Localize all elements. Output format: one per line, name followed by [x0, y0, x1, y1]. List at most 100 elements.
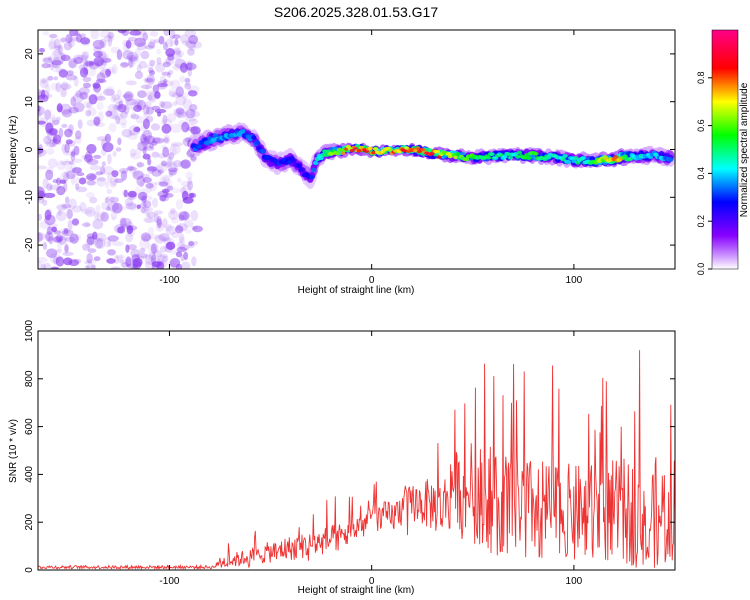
noise-blob [170, 142, 183, 147]
noise-blob [191, 256, 197, 267]
noise-blob [156, 215, 162, 226]
noise-blob [96, 177, 107, 182]
noise-blob [180, 62, 188, 72]
noise-blob [45, 169, 54, 181]
noise-blob [99, 38, 107, 49]
noise-blob [117, 137, 122, 146]
noise-blob [74, 183, 80, 190]
noise-blob [40, 263, 46, 269]
noise-blob [106, 114, 118, 119]
ridge-cell [486, 155, 492, 160]
noise-blob [81, 52, 88, 61]
noise-blob [107, 235, 119, 242]
noise-blob [71, 205, 83, 213]
noise-blob [84, 260, 93, 265]
snr-y-tick-label: 800 [24, 370, 35, 387]
noise-blob [174, 58, 186, 69]
noise-blob [144, 78, 154, 83]
noise-blob [129, 30, 142, 36]
noise-blob [158, 181, 169, 187]
noise-blob [184, 82, 192, 90]
noise-blob [185, 40, 197, 49]
noise-blob [156, 218, 162, 229]
noise-blob [146, 211, 156, 219]
noise-blob [126, 51, 139, 63]
noise-blob [122, 93, 132, 99]
noise-blob [107, 103, 119, 115]
noise-blob [93, 83, 102, 93]
noise-blob [107, 31, 115, 39]
noise-blob [38, 142, 41, 147]
noise-blob [64, 243, 69, 254]
noise-blob [157, 153, 166, 159]
noise-blob [58, 69, 68, 78]
noise-blob [174, 108, 187, 119]
noise-blob [162, 61, 171, 68]
noise-blob [105, 110, 113, 117]
noise-blob [129, 148, 137, 157]
noise-blob [152, 84, 160, 94]
noise-blob [142, 177, 152, 183]
noise-blob [181, 261, 191, 269]
noise-blob [149, 31, 159, 37]
noise-blob [129, 56, 138, 62]
noise-blob [75, 176, 80, 186]
noise-blob [169, 36, 175, 47]
noise-blob [184, 30, 197, 38]
noise-blob [53, 49, 62, 59]
noise-blob [92, 231, 98, 240]
noise-blob [141, 205, 148, 215]
noise-blob [169, 123, 182, 133]
noise-blob [143, 217, 156, 224]
noise-blob [38, 232, 43, 243]
noise-blob [49, 60, 54, 71]
noise-blob [79, 67, 89, 78]
noise-blob [188, 241, 196, 249]
noise-blob [181, 190, 189, 201]
noise-blob [39, 47, 45, 53]
noise-blob [55, 256, 65, 267]
noise-blob [77, 55, 89, 60]
noise-blob [88, 107, 97, 116]
noise-blob [80, 33, 86, 40]
noise-blob [52, 236, 63, 243]
noise-blob [172, 34, 181, 39]
noise-blob [165, 223, 173, 232]
noise-blob [61, 123, 68, 128]
noise-blob [121, 258, 134, 265]
ridge-cell [311, 167, 317, 173]
noise-blob [152, 137, 165, 144]
noise-blob [117, 30, 127, 34]
noise-blob [86, 180, 96, 186]
noise-blob [118, 104, 127, 113]
noise-blob [147, 158, 152, 166]
noise-blob [89, 196, 98, 204]
noise-blob [188, 240, 195, 247]
noise-blob [50, 49, 63, 61]
noise-blob [140, 188, 152, 194]
noise-blob [140, 232, 151, 242]
noise-blob [46, 183, 53, 191]
noise-blob [189, 104, 198, 112]
noise-blob [144, 260, 155, 269]
noise-blob [57, 235, 67, 245]
noise-blob [186, 61, 193, 71]
noise-blob [134, 47, 141, 58]
noise-blob [48, 38, 57, 49]
snr-series-line [38, 350, 675, 570]
noise-blob [103, 237, 111, 248]
noise-blob [101, 161, 106, 167]
ridge-cell [300, 167, 306, 173]
noise-blob [43, 135, 52, 145]
noise-blob [147, 243, 157, 255]
noise-blob [155, 222, 165, 232]
noise-blob [125, 256, 132, 267]
noise-blob [56, 116, 61, 122]
snr-y-tick-label: 400 [24, 466, 35, 483]
chart-title: S206.2025.328.01.53.G17 [274, 4, 438, 20]
noise-blob [181, 111, 190, 119]
noise-blob [97, 95, 106, 102]
noise-blob [152, 136, 161, 144]
noise-blob [107, 201, 119, 212]
ridge-cell [573, 156, 579, 161]
